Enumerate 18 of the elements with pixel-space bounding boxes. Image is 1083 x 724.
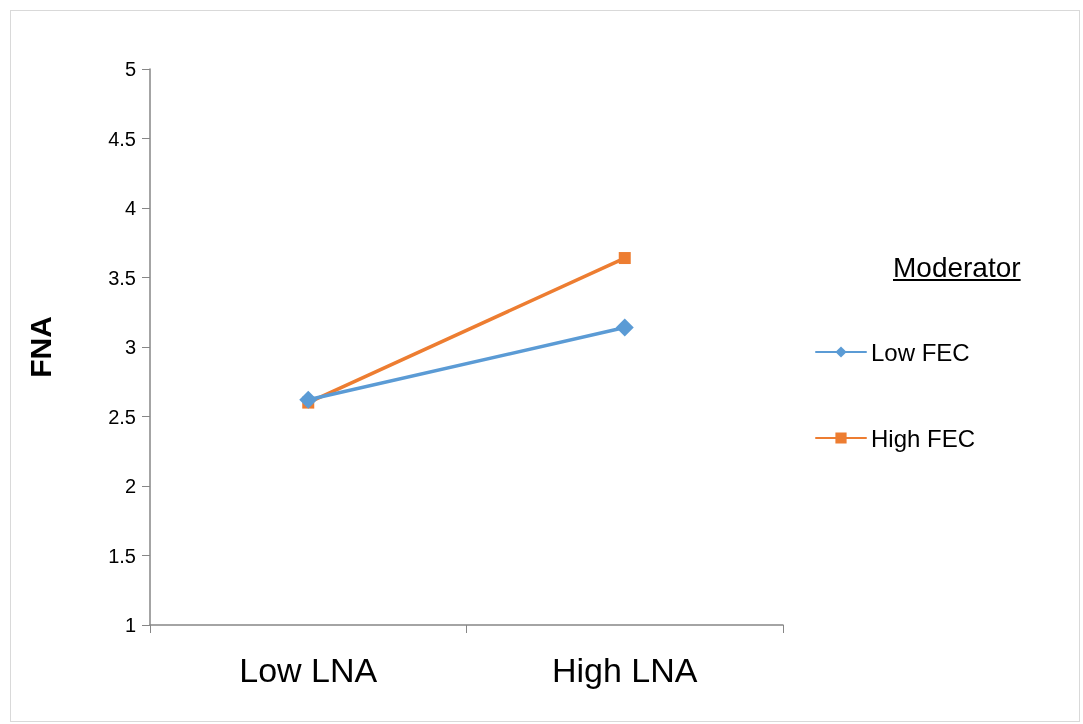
point [615,318,634,337]
legend-label: Low FEC [871,338,970,366]
y-tick-label: 2.5 [108,405,136,428]
y-tick-label: 5 [124,58,136,80]
point [299,390,318,409]
y-tick-label: 1.5 [108,544,136,567]
x-tick-label: High LNA [551,651,698,689]
legend-title: Moderator [893,252,1021,284]
point [618,252,631,265]
y-axis-title: FNA [23,316,57,378]
y-tick-label: 4.5 [108,127,136,150]
y-tick-label: 3 [124,336,136,358]
y-tick-label: 4 [124,197,136,219]
legend-label: High FEC [871,424,976,452]
y-tick-label: 3.5 [108,266,136,289]
y-tick-label: 2 [124,475,136,497]
y-tick-label: 1 [124,614,136,636]
x-tick-label: Low LNA [239,651,378,689]
